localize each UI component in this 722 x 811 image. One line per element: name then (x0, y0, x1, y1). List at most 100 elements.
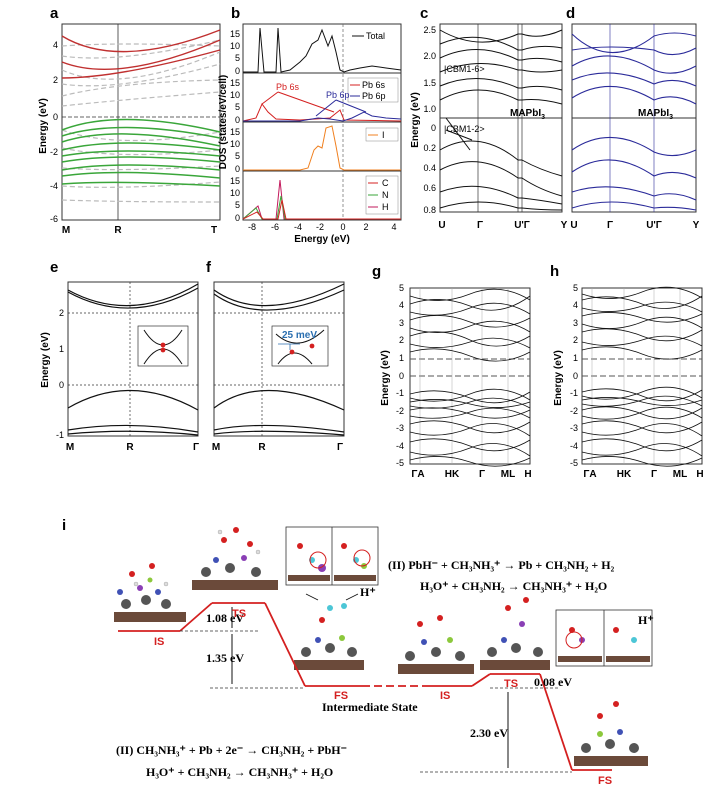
panel-g-ytick: -3 (396, 423, 404, 433)
panel-a-ytick: 4 (53, 40, 58, 50)
panel-b-pb6p-curve (243, 111, 402, 122)
panel-e-kpoints: M R Γ (66, 442, 199, 453)
panel-a-gray-bands (61, 39, 221, 203)
panel-b-ytick: 10 (230, 41, 240, 51)
molecule-inset-box (285, 526, 379, 586)
panel-e-inset-point (160, 342, 166, 348)
panel-b-xtick: -2 (316, 222, 324, 232)
molecule-cluster-ts (192, 527, 278, 590)
panel-h-bands (581, 286, 703, 467)
panel-d-kpoints: U Γ U'Γ Y (570, 220, 699, 231)
panel-b-ylabel: DOS (states/eV/cell) (218, 75, 229, 169)
panel-f-splitting-label: 25 meV (282, 330, 317, 341)
panel-h-ytick: -1 (570, 388, 578, 398)
panel-b-xlabel: Energy (eV) (294, 234, 350, 245)
panel-g-ylabel: Energy (eV) (380, 350, 391, 406)
panel-h-ytick: 4 (573, 300, 578, 310)
legend-h: H (382, 202, 389, 212)
panel-h-ytick: 2 (573, 335, 578, 345)
panel-a-red-bands (61, 29, 221, 79)
panel-g-ytick: 1 (399, 353, 404, 363)
energy-barrier-2: 1.35 eV (206, 651, 244, 665)
panel-b-ytick: 5 (235, 151, 240, 161)
panel-g-label: g (372, 263, 381, 280)
panel-b-ytick: 0 (235, 213, 240, 223)
panel-h-ytick: -5 (570, 458, 578, 468)
energy-barrier-1: 1.08 eV (206, 611, 244, 625)
panel-c-ytick: 0.6 (423, 183, 436, 193)
panel-b-legend-total: Total (352, 31, 385, 41)
panel-d-material-text: MAPbI (638, 108, 669, 119)
panel-c-ytick: 0.2 (423, 143, 436, 153)
equation-top-2: H₃O⁺ + CH₃NH₂ → CH₃NH₃⁺ + H₂O (420, 579, 607, 593)
legend-pb6s: Pb 6s (362, 80, 386, 90)
panel-c-bands (439, 29, 563, 211)
equation-bottom-2: H₃O⁺ + CH₃NH₂ → CH₃NH₃⁺ + H₂O (146, 765, 333, 779)
panel-a-label: a (50, 5, 59, 22)
panel-b-legend-pb: Pb 6s Pb 6p (347, 77, 399, 103)
molecule-cluster-fs1 (294, 593, 364, 670)
panel-f-label: f (206, 259, 212, 276)
panel-e-ytick: 0 (59, 380, 64, 390)
panel-d-material: MAPbI3 (638, 108, 673, 121)
panel-f-kpoints: M R Γ (212, 442, 343, 453)
panel-e-bands (67, 283, 199, 436)
panel-g-kpoint: H (524, 469, 531, 480)
state-fs-1: FS (334, 690, 348, 702)
panel-b-legend-i: I (365, 127, 399, 142)
panel-a-ytick: -2 (50, 147, 58, 157)
panel-b-ytick: 15 (230, 127, 240, 137)
panel-c-material-sub: 3 (541, 114, 545, 121)
panel-h-label: h (550, 263, 559, 280)
panel-h-kpoint: ΓA (583, 469, 596, 480)
panel-b-xticks: -8 -6 -4 -2 0 2 4 (248, 222, 397, 232)
legend-i: I (382, 130, 385, 140)
panel-h-ytick: 3 (573, 318, 578, 328)
panel-c-yticks: 2.5 2.0 1.5 1.0 0 0.2 0.4 0.6 0.8 (423, 25, 436, 215)
panel-e-ytick: 2 (59, 308, 64, 318)
panel-b-pb6p-arrow (315, 99, 337, 117)
panel-e-ylabel: Energy (eV) (40, 332, 51, 388)
panel-e: e 2 1 0 -1 Energy (eV) M R Γ (40, 259, 199, 453)
panel-g-ytick: -4 (396, 441, 404, 451)
panel-b-xtick: -6 (271, 222, 279, 232)
panel-f-kpoint: R (258, 442, 266, 453)
panel-b-ytick: 5 (235, 53, 240, 63)
panel-d-kpoint: Γ (607, 220, 613, 231)
panel-c-kpoint: Γ (477, 220, 483, 231)
panel-h-kpoints: ΓA HK Γ ML H (583, 469, 703, 480)
equation-bottom-1: (II) CH₃NH₃⁺ + Pb + 2e⁻ → CH₃NH₂ + PbH⁻ (116, 743, 347, 757)
panel-g-ytick: -5 (396, 458, 404, 468)
panel-c: c |CBM1-6> |CBM1-2> MAPbI3 2.5 2.0 1.5 1… (410, 5, 568, 231)
state-is-2: IS (440, 690, 450, 702)
panel-b-label: b (231, 5, 240, 22)
molecule-inset-box-2 (555, 609, 653, 667)
panel-b-pb6s-arrow (261, 91, 279, 105)
panel-c-kpoint: Y (561, 220, 568, 231)
panel-e-kpoint: Γ (193, 442, 199, 453)
panel-f-inset-point (289, 349, 295, 355)
panel-c-label: c (420, 5, 428, 22)
panel-c-ytick: 2.5 (423, 25, 436, 35)
panel-f-frame (213, 281, 345, 437)
panel-b-xtick: 2 (363, 222, 368, 232)
panel-a-ytick: 2 (53, 75, 58, 85)
panel-b-xtick: 4 (391, 222, 396, 232)
state-is-1: IS (154, 636, 164, 648)
panel-d-kpoint: Y (693, 220, 700, 231)
panel-g-kpoints: ΓA HK Γ ML H (411, 469, 531, 480)
legend-c: C (382, 178, 389, 188)
panel-h-ytick: -2 (570, 406, 578, 416)
panel-e-kpoint: M (66, 442, 74, 453)
panel-e-ytick: -1 (56, 430, 64, 440)
panel-i: i (62, 517, 654, 787)
panel-d-bands (571, 32, 697, 211)
panel-b-ytick: 15 (230, 78, 240, 88)
panel-a-ytick: -4 (50, 181, 58, 191)
panel-e-kpoint: R (126, 442, 134, 453)
panel-h-kpoint: Γ (651, 469, 657, 480)
panel-b-ytick: 10 (230, 188, 240, 198)
panel-d-label: d (566, 5, 575, 22)
panel-g-ytick: -1 (396, 388, 404, 398)
